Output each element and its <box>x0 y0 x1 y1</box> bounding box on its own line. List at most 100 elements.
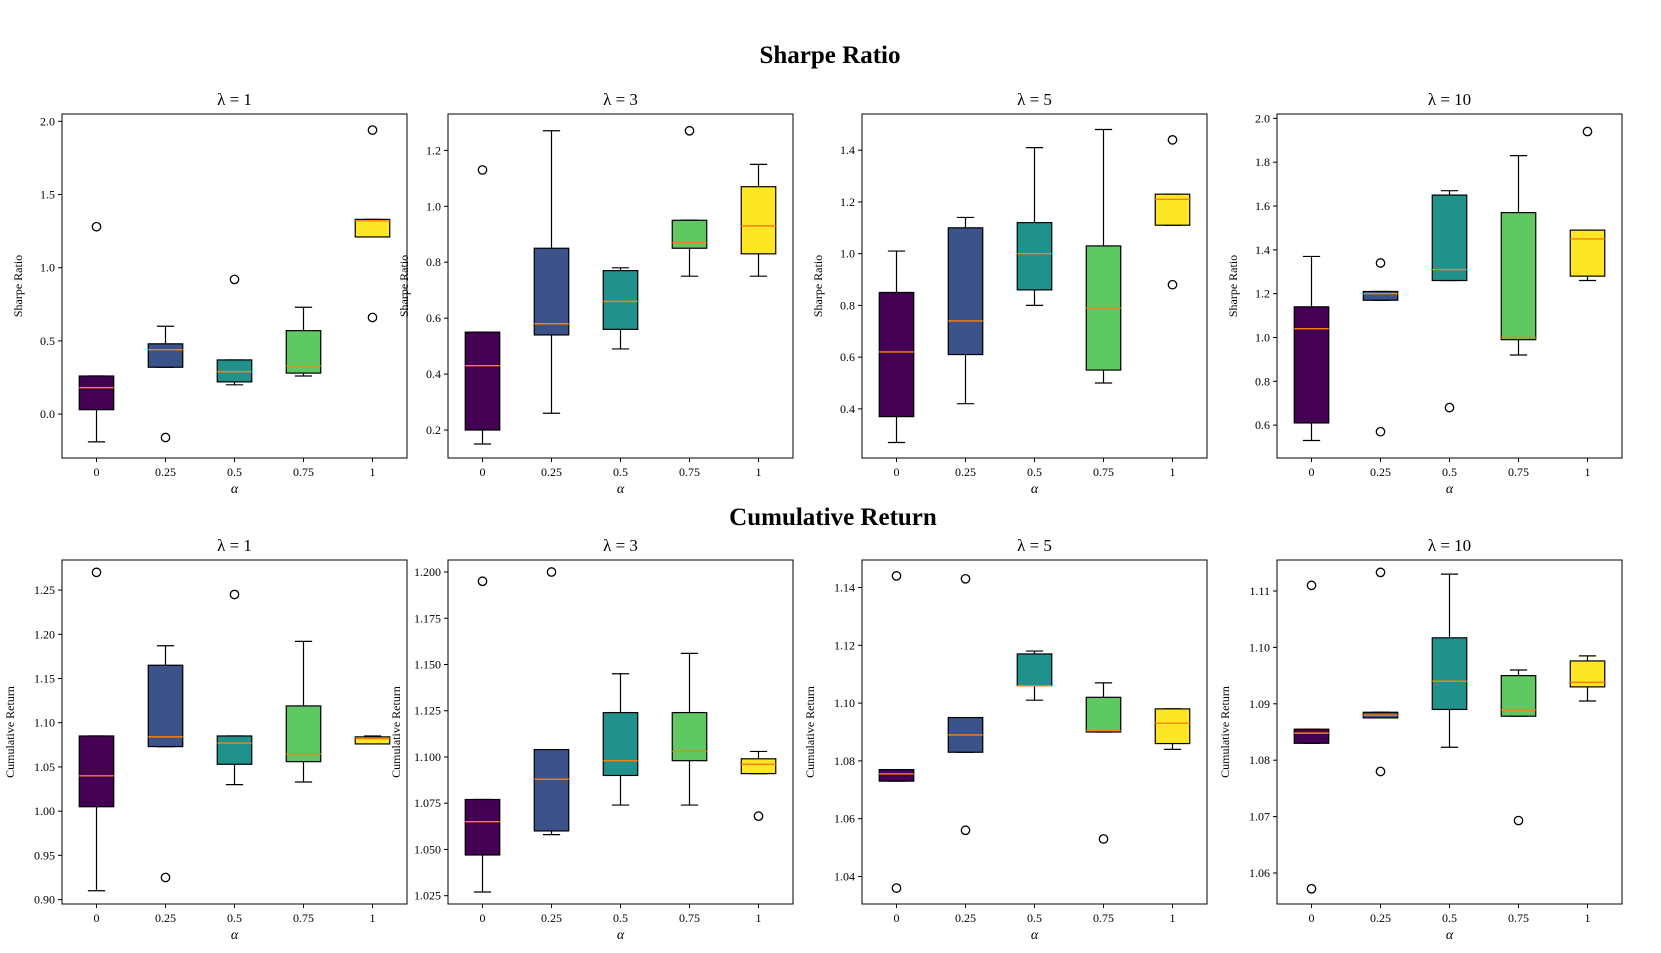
y-tick-label: 0.0 <box>40 407 55 421</box>
box-1 <box>740 750 777 822</box>
x-tick-label: 0.25 <box>541 465 562 479</box>
box-0.75 <box>671 652 708 806</box>
box-0.25 <box>147 325 184 443</box>
y-tick-label: 1.09 <box>1249 697 1270 711</box>
outlier-point <box>1375 766 1386 777</box>
y-axis-label: Sharpe Ratio <box>397 255 411 317</box>
box-0.25 <box>1362 258 1399 437</box>
box-body <box>78 735 115 808</box>
y-tick-label: 1.075 <box>414 796 441 810</box>
box-body <box>1431 637 1468 711</box>
y-tick-label: 1.2 <box>426 143 441 157</box>
box-body <box>354 736 391 745</box>
outlier-point <box>1167 135 1178 145</box>
y-tick-label: 1.2 <box>840 195 855 209</box>
x-tick-label: 0.25 <box>955 911 976 925</box>
box-1 <box>1154 135 1191 290</box>
x-tick-label: 0.5 <box>227 911 242 925</box>
x-tick-label: 0.5 <box>613 911 628 925</box>
box-0 <box>878 250 915 444</box>
outlier-point <box>891 571 902 581</box>
box-0.75 <box>285 306 322 377</box>
outlier-point <box>1375 258 1386 268</box>
box-0 <box>878 571 915 893</box>
y-tick-label: 2.0 <box>1255 111 1270 125</box>
outlier-point <box>1375 567 1386 578</box>
box-1 <box>1569 655 1606 702</box>
y-tick-label: 1.06 <box>1249 866 1270 880</box>
box-body <box>1500 211 1537 341</box>
y-tick-label: 1.125 <box>414 704 441 718</box>
x-tick-label: 0.5 <box>227 465 242 479</box>
x-tick-label: 1 <box>756 465 762 479</box>
box-0.5 <box>602 267 639 350</box>
y-tick-label: 0.2 <box>426 423 441 437</box>
y-tick-label: 1.2 <box>1255 287 1270 301</box>
outlier-point <box>1375 426 1386 437</box>
x-axis-label: α <box>1031 482 1039 497</box>
outlier-point <box>91 567 102 578</box>
x-tick-label: 1 <box>1585 911 1591 925</box>
outlier-point <box>891 883 902 893</box>
x-axis-label: α <box>1031 928 1039 943</box>
x-tick-label: 0.75 <box>1093 911 1114 925</box>
x-axis-label: α <box>231 928 239 943</box>
x-tick-label: 0.25 <box>955 465 976 479</box>
box-body <box>602 711 639 777</box>
y-tick-label: 1.05 <box>34 760 55 774</box>
box-1 <box>354 125 391 323</box>
y-tick-label: 1.12 <box>834 638 855 652</box>
y-tick-label: 0.90 <box>34 893 55 907</box>
x-tick-label: 0.75 <box>1508 911 1529 925</box>
y-tick-label: 1.200 <box>414 565 441 579</box>
y-tick-label: 1.20 <box>34 627 55 641</box>
box-0 <box>1293 255 1330 442</box>
panel-cumret-3: λ = 5 1.04 1.06 1.08 1.10 1.12 1.14 0 0.25 0.5 0.7… <box>803 536 1208 943</box>
y-tick-label: 1.25 <box>34 583 55 597</box>
outlier-point <box>1167 279 1178 290</box>
box-0.75 <box>1500 669 1537 826</box>
box-body <box>878 291 915 418</box>
y-tick-label: 1.0 <box>1255 330 1270 344</box>
y-tick-label: 0.8 <box>840 298 855 312</box>
box-body <box>464 798 501 856</box>
x-tick-label: 1 <box>370 911 376 925</box>
suptitle-sharpe-ratio: Sharpe Ratio <box>760 42 901 69</box>
y-tick-label: 1.14 <box>834 580 855 594</box>
box-0.5 <box>1431 190 1468 413</box>
suptitle-cumulative-return: Cumulative Return <box>729 504 937 531</box>
outlier-point <box>477 576 488 587</box>
y-tick-label: 1.4 <box>840 143 855 157</box>
y-tick-label: 1.6 <box>1255 199 1270 213</box>
y-tick-label: 0.95 <box>34 848 55 862</box>
outlier-point <box>1582 126 1593 137</box>
box-0.25 <box>533 567 570 836</box>
box-body <box>1569 229 1606 277</box>
box-0 <box>464 165 501 445</box>
y-tick-label: 0.6 <box>426 311 441 325</box>
y-tick-label: 0.4 <box>426 367 441 381</box>
box-0 <box>78 221 115 443</box>
y-tick-label: 0.4 <box>840 402 855 416</box>
y-tick-label: 0.8 <box>426 255 441 269</box>
y-tick-label: 1.0 <box>840 247 855 261</box>
box-body <box>947 227 984 356</box>
box-body <box>285 705 322 763</box>
box-0.75 <box>1085 128 1122 384</box>
x-tick-label: 0 <box>94 465 100 479</box>
y-tick-label: 1.10 <box>834 696 855 710</box>
outlier-point <box>960 573 971 584</box>
y-tick-label: 0.6 <box>840 350 855 364</box>
box-body <box>78 375 115 411</box>
box-1 <box>740 163 777 277</box>
box-1 <box>1154 708 1191 750</box>
outlier-point <box>477 165 488 175</box>
y-tick-label: 1.15 <box>34 671 55 685</box>
box-0.75 <box>1500 155 1537 356</box>
y-tick-label: 1.11 <box>1249 584 1270 598</box>
box-body <box>1431 194 1468 282</box>
box-body <box>464 331 501 431</box>
outlier-point <box>229 589 240 600</box>
box-0 <box>1293 580 1330 894</box>
